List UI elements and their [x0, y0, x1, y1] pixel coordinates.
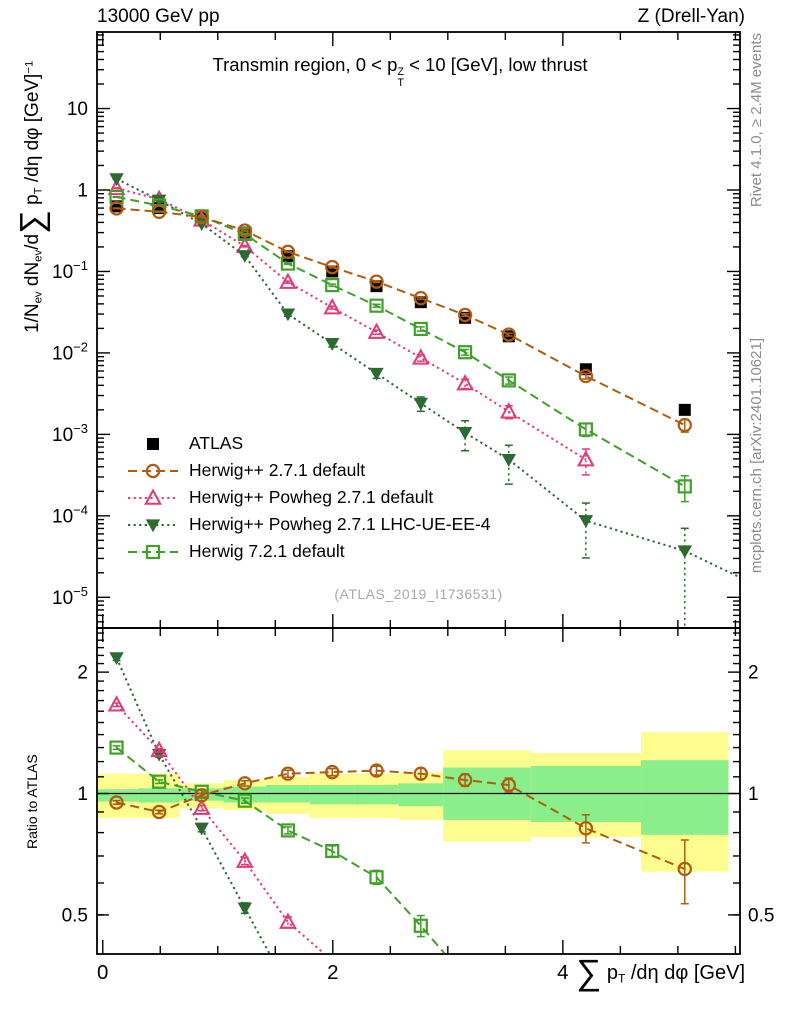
y-axis-title: 1/Nev dNev/d∑ pT /dη dφ [GeV]−1	[14, 60, 51, 333]
svg-text:1: 1	[77, 180, 88, 201]
svg-text:10−3: 10−3	[52, 421, 88, 446]
x-axis-title: ∑ pT /dη dφ [GeV]	[576, 953, 745, 992]
ratio-axis-title: Ratio to ATLAS	[24, 754, 40, 849]
legend-label: Herwig++ 2.7.1 default	[189, 460, 366, 480]
analysis-watermark: (ATLAS_2019_I1736531)	[334, 586, 503, 602]
mcplots-arxiv-note: mcplots.cern.ch [arXiv:2401.10621]	[748, 338, 765, 574]
collision-energy-title: 13000 GeV pp	[97, 6, 220, 27]
svg-text:10: 10	[67, 99, 88, 120]
legend-item-herwig7: Herwig 7.2.1 default	[126, 538, 491, 565]
atlas-marker-icon	[126, 433, 180, 455]
series-ratio-herwigpp-271	[109, 763, 692, 905]
herwig7-marker-icon	[126, 541, 180, 563]
svg-text:10−1: 10−1	[52, 258, 88, 283]
herwigpp-powheg-marker-icon	[126, 487, 180, 509]
series-main-herwigpp-271	[109, 201, 692, 433]
legend: ATLAS Herwig++ 2.7.1 default Herwig++ Po…	[126, 430, 491, 565]
legend-item-herwigpp-powheg: Herwig++ Powheg 2.7.1 default	[126, 484, 491, 511]
svg-text:10−2: 10−2	[52, 339, 88, 364]
legend-item-atlas: ATLAS	[126, 430, 491, 457]
svg-text:0.5: 0.5	[62, 905, 88, 926]
svg-text:4: 4	[557, 961, 568, 984]
process-title: Z (Drell-Yan)	[637, 6, 745, 27]
herwigpp-marker-icon	[126, 460, 180, 482]
legend-label: Herwig 7.2.1 default	[189, 541, 345, 561]
series-main-atlas	[110, 200, 691, 416]
legend-label: Herwig++ Powheg 2.7.1 default	[189, 487, 434, 507]
svg-text:2: 2	[327, 961, 338, 984]
legend-label: ATLAS	[189, 433, 244, 453]
svg-text:10−5: 10−5	[52, 584, 88, 609]
svg-text:0.5: 0.5	[748, 905, 774, 926]
svg-text:2: 2	[77, 663, 88, 684]
herwigpp-powheg-ue-marker-icon	[126, 514, 180, 536]
series-ratio-herwigpp-powheg-271	[107, 695, 325, 953]
svg-text:1: 1	[77, 784, 88, 805]
axes	[96, 31, 741, 955]
legend-item-herwigpp-powheg-ue: Herwig++ Powheg 2.7.1 LHC-UE-EE-4	[126, 511, 491, 538]
series-ratio-herwigpp-powheg-ue	[109, 652, 271, 953]
svg-text:1: 1	[748, 784, 759, 805]
svg-text:0: 0	[97, 961, 108, 984]
svg-text:10−4: 10−4	[52, 502, 88, 527]
rivet-version-note: Rivet 4.1.0, ≥ 2.4M events	[748, 33, 765, 208]
legend-item-herwigpp: Herwig++ 2.7.1 default	[126, 457, 491, 484]
legend-label: Herwig++ Powheg 2.7.1 LHC-UE-EE-4	[189, 514, 491, 534]
svg-text:2: 2	[748, 663, 759, 684]
uncertainty-bands	[98, 732, 729, 872]
